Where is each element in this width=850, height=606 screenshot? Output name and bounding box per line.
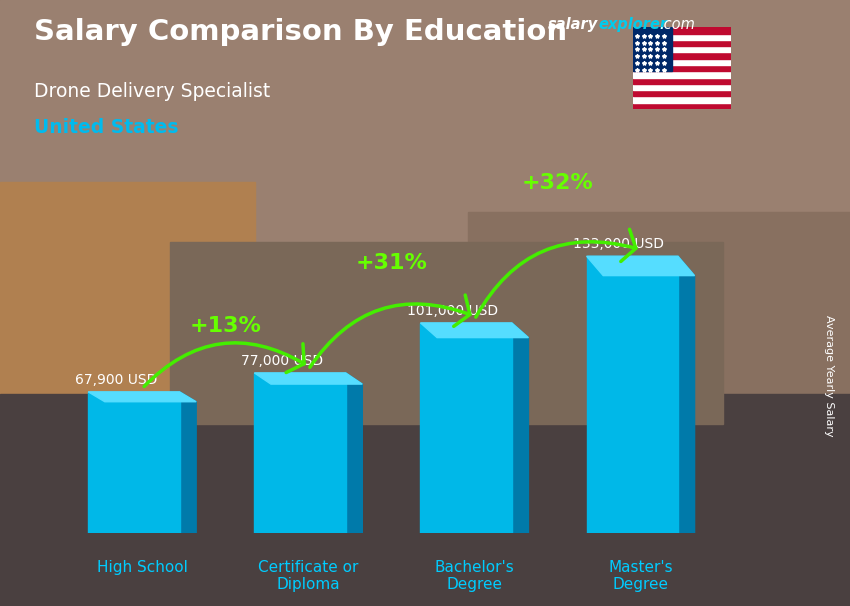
Text: Certificate or
Diploma: Certificate or Diploma bbox=[258, 560, 359, 592]
FancyArrowPatch shape bbox=[476, 229, 636, 317]
Bar bbox=[633, 84, 731, 90]
Bar bbox=[468, 212, 850, 424]
Text: Bachelor's
Degree: Bachelor's Degree bbox=[434, 560, 514, 592]
Bar bbox=[170, 242, 722, 424]
Bar bbox=[633, 72, 731, 78]
Bar bbox=[633, 27, 731, 33]
Bar bbox=[633, 27, 672, 72]
Bar bbox=[0, 394, 850, 606]
Bar bbox=[633, 96, 731, 103]
Text: +32%: +32% bbox=[522, 173, 593, 193]
Text: explorer: explorer bbox=[598, 17, 667, 32]
Text: High School: High School bbox=[97, 560, 188, 575]
FancyArrowPatch shape bbox=[310, 295, 470, 367]
Polygon shape bbox=[88, 392, 196, 402]
Bar bbox=[0, 0, 850, 273]
Text: Average Yearly Salary: Average Yearly Salary bbox=[824, 315, 834, 436]
Text: .com: .com bbox=[659, 17, 694, 32]
Polygon shape bbox=[678, 256, 694, 533]
Bar bbox=[421, 323, 512, 533]
Bar bbox=[633, 40, 731, 46]
Bar bbox=[0, 182, 255, 424]
Text: 133,000 USD: 133,000 USD bbox=[573, 237, 665, 251]
Text: Drone Delivery Specialist: Drone Delivery Specialist bbox=[34, 82, 270, 101]
Bar bbox=[633, 33, 731, 40]
FancyArrowPatch shape bbox=[144, 343, 304, 387]
Bar bbox=[254, 373, 346, 533]
Polygon shape bbox=[586, 256, 694, 276]
Bar bbox=[586, 256, 678, 533]
Polygon shape bbox=[346, 373, 362, 533]
Text: 67,900 USD: 67,900 USD bbox=[75, 373, 157, 387]
Bar bbox=[633, 103, 731, 109]
Bar bbox=[633, 65, 731, 72]
Text: +13%: +13% bbox=[190, 316, 261, 336]
Text: Master's
Degree: Master's Degree bbox=[609, 560, 673, 592]
Text: United States: United States bbox=[34, 118, 178, 137]
Polygon shape bbox=[421, 323, 529, 338]
Bar bbox=[88, 392, 179, 533]
Polygon shape bbox=[254, 373, 362, 384]
Bar bbox=[633, 53, 731, 59]
Text: salary: salary bbox=[548, 17, 598, 32]
Text: 101,000 USD: 101,000 USD bbox=[407, 304, 498, 318]
Bar bbox=[633, 78, 731, 84]
Text: 77,000 USD: 77,000 USD bbox=[241, 354, 323, 368]
Bar bbox=[633, 59, 731, 65]
Bar bbox=[633, 90, 731, 96]
Text: +31%: +31% bbox=[355, 253, 428, 273]
Text: Salary Comparison By Education: Salary Comparison By Education bbox=[34, 18, 567, 46]
Bar bbox=[633, 46, 731, 53]
Polygon shape bbox=[179, 392, 196, 533]
Polygon shape bbox=[512, 323, 529, 533]
